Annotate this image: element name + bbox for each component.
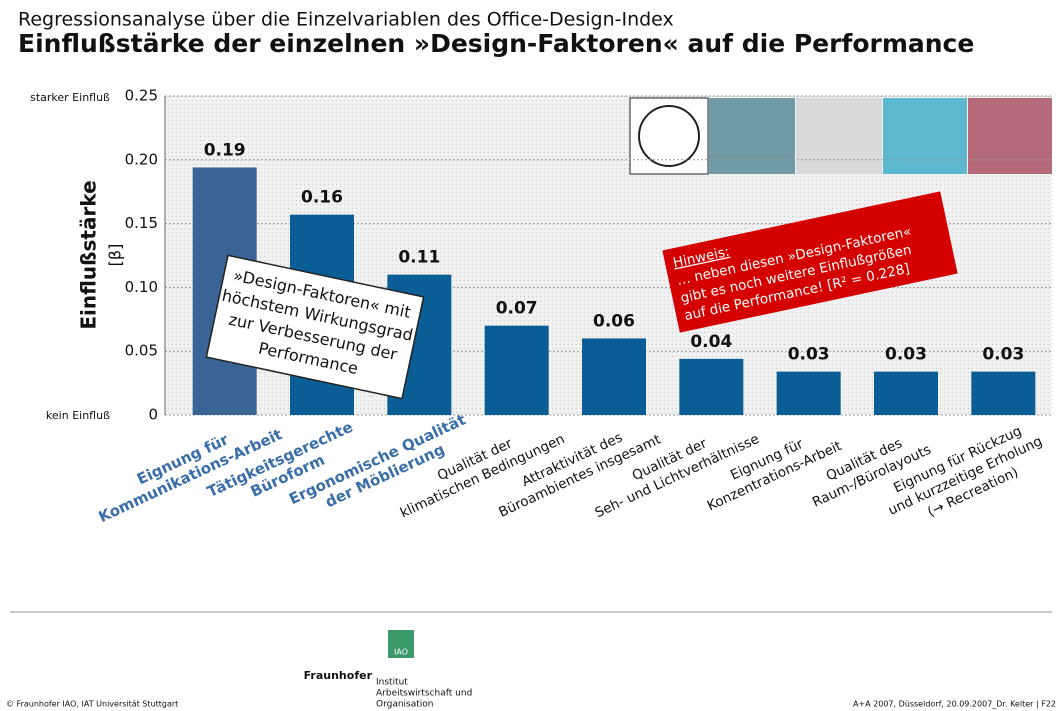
bar: [582, 338, 646, 415]
y-top-note: starker Einfluß: [30, 91, 110, 104]
logo-line: Organisation: [376, 700, 434, 710]
y-axis-label: Einflußstärke: [77, 180, 101, 329]
bar: [971, 371, 1036, 415]
title: Einflußstärke der einzelnen »Design-Fakt…: [18, 29, 974, 58]
y-tick-label: 0.20: [125, 150, 158, 168]
y-axis-unit: [β]: [106, 244, 125, 267]
bar: [679, 358, 744, 415]
logo-icon: [388, 630, 414, 658]
subtitle: Regressionsanalyse über die Einzelvariab…: [18, 9, 674, 31]
y-tick-label: 0.15: [125, 214, 158, 232]
y-tick-label: 0.05: [125, 342, 158, 360]
value-label: 0.03: [788, 345, 830, 365]
bar: [874, 371, 938, 415]
value-label: 0.03: [885, 345, 927, 365]
y-tick-label: 0.10: [125, 278, 158, 296]
y-bottom-note: kein Einfluß: [46, 409, 110, 422]
value-label: 0.16: [301, 188, 343, 208]
value-label: 0.11: [398, 248, 440, 268]
bar: [484, 325, 549, 415]
value-label: 0.06: [593, 311, 635, 331]
image-strip: [629, 97, 1052, 175]
y-tick-label: 0.25: [125, 87, 158, 105]
footer-right: A+A 2007, Düsseldorf, 20.09.2007_Dr. Kel…: [853, 700, 1056, 709]
value-label: 0.07: [496, 299, 538, 319]
footer-left: © Fraunhofer IAO, IAT Universität Stuttg…: [6, 700, 178, 709]
y-tick-label: 0: [148, 406, 158, 424]
logo-badge: IAO: [394, 648, 408, 657]
bar: [776, 371, 841, 415]
logo-name: Fraunhofer: [304, 669, 373, 682]
logo-line: Arbeitswirtschaft und: [376, 689, 472, 699]
value-label: 0.19: [204, 140, 246, 160]
logo-line: Institut: [376, 678, 408, 688]
value-label: 0.04: [690, 332, 732, 352]
value-label: 0.03: [982, 345, 1024, 365]
